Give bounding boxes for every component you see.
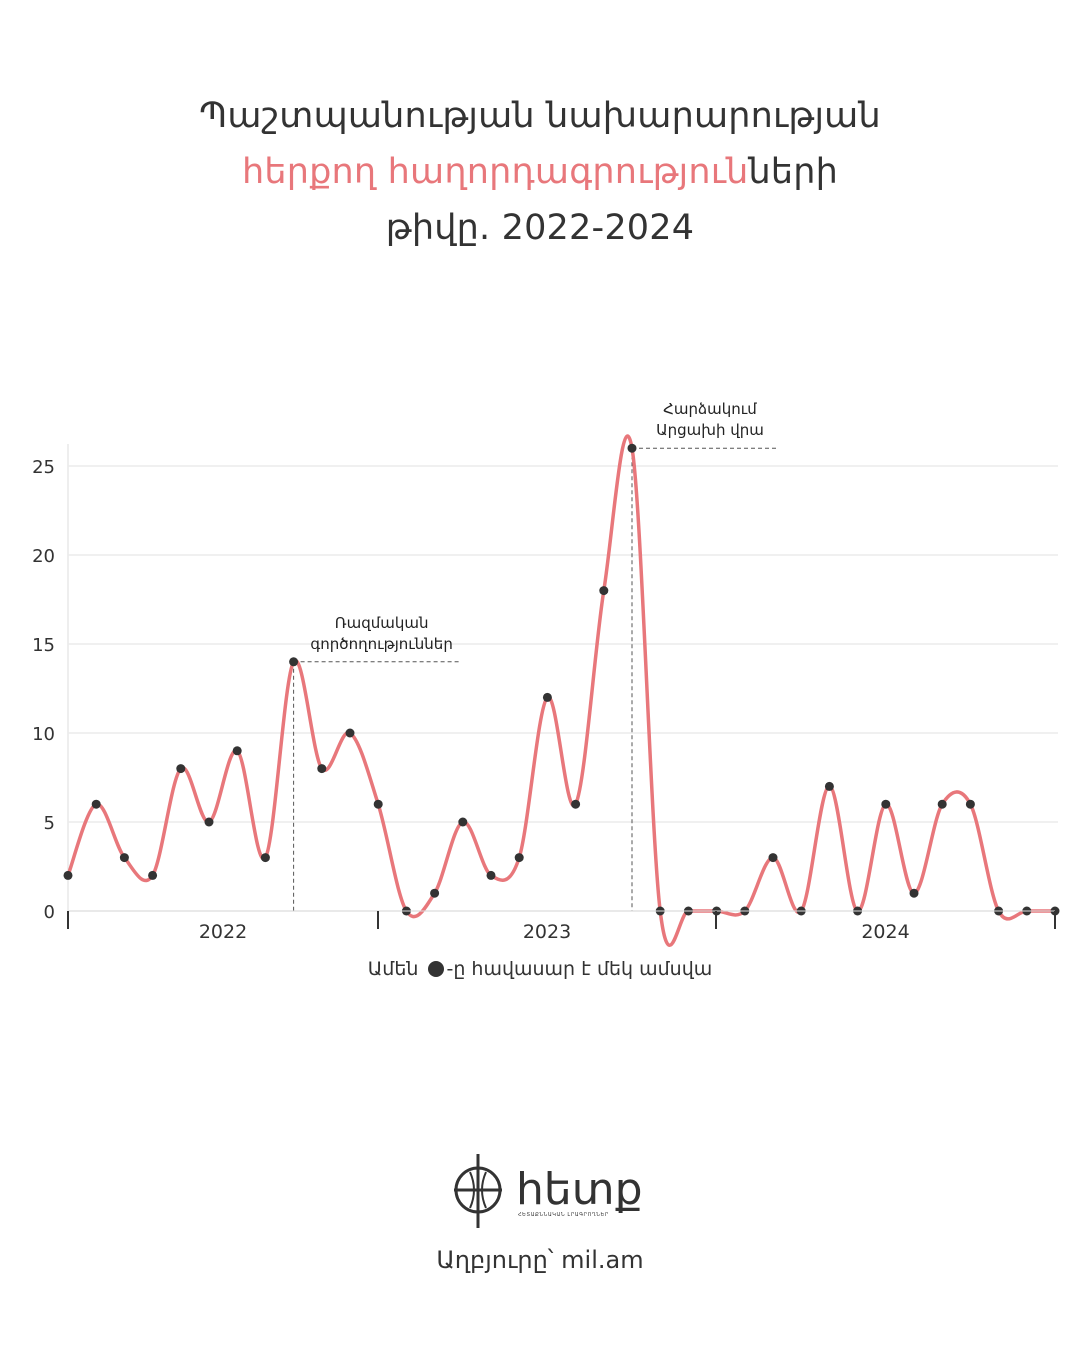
legend-suffix: -ը հավասար է մեկ ամսվա [446, 958, 713, 980]
legend-prefix: Ամեն [367, 958, 419, 980]
title-line-3: թիվը. 2022-2024 [385, 208, 695, 248]
x-year-label: 2024 [861, 921, 909, 943]
logo-mark-icon: հետք ՀԵՏԱՔՆՆԱԿԱՆ ԼՐԱԳՐՈՂՆԵՐ [454, 1154, 643, 1228]
line-chart: 0 5 10 15 20 25 Ռազմական գործողություններ Հարձակ… [32, 400, 1060, 947]
annotation-label: Ռազմական [335, 614, 429, 632]
y-tick-label: 5 [44, 813, 55, 834]
data-point [373, 799, 383, 809]
data-point [176, 764, 186, 774]
data-point [260, 853, 270, 863]
y-tick-label: 0 [44, 902, 55, 923]
data-point [232, 746, 242, 756]
data-point [486, 870, 496, 880]
data-point [63, 870, 73, 880]
data-point [458, 817, 468, 827]
data-point [937, 799, 947, 809]
data-point [148, 870, 158, 880]
data-point [599, 586, 609, 596]
data-point [317, 764, 327, 774]
hetq-logo: հետք ՀԵՏԱՔՆՆԱԿԱՆ ԼՐԱԳՐՈՂՆԵՐ [448, 1150, 648, 1238]
chart-title: Պաշտպանության նախարարության հերքող հաղոր… [0, 88, 1080, 256]
data-point [345, 728, 355, 738]
data-point [204, 817, 214, 827]
title-line-2: հերքող հաղորդագրությունների [0, 144, 1080, 200]
annotation-label: Հարձակում [663, 400, 757, 418]
x-year-label: 2023 [523, 921, 571, 943]
data-point [289, 657, 299, 667]
y-tick-label: 10 [32, 724, 55, 745]
data-point [430, 888, 440, 898]
data-point [119, 853, 129, 863]
title-highlight: հերքող հաղորդագրություն [241, 152, 749, 192]
data-point [909, 888, 919, 898]
annotation-label: Արցախի վրա [656, 421, 764, 439]
data-point [881, 799, 891, 809]
y-tick-label: 20 [32, 546, 55, 567]
data-point [768, 853, 778, 863]
data-point [571, 799, 581, 809]
data-point [514, 853, 524, 863]
data-point [824, 781, 834, 791]
title-line-1: Պաշտպանության նախարարության [199, 96, 881, 136]
legend: Ամեն -ը հավասար է մեկ ամսվա [0, 958, 1080, 980]
logo-subtitle: ՀԵՏԱՔՆՆԱԿԱՆ ԼՐԱԳՐՈՂՆԵՐ [518, 1212, 609, 1218]
y-tick-label: 15 [32, 635, 55, 656]
annotation-label: գործողություններ [310, 635, 452, 653]
data-point [965, 799, 975, 809]
data-point [542, 692, 552, 702]
series-line [66, 434, 1055, 947]
y-tick-label: 25 [32, 457, 55, 478]
logo-text: հետք [516, 1164, 643, 1215]
data-point [91, 799, 101, 809]
title-line-2-rest: ների [748, 152, 839, 192]
legend-dot-icon [428, 961, 445, 977]
x-year-label: 2022 [199, 921, 247, 943]
data-point [627, 443, 637, 453]
source-credit: Աղբյուրը՝ mil.am [436, 1246, 644, 1274]
